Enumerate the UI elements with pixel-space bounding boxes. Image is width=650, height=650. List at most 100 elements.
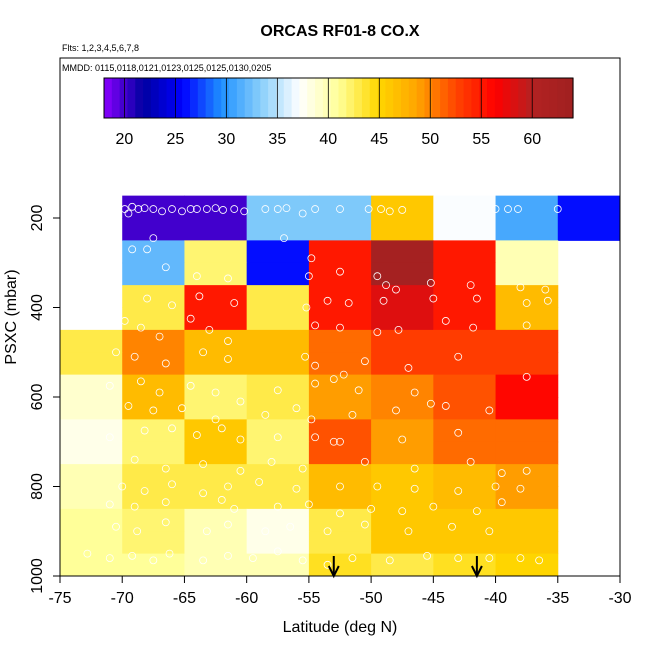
observation-point — [267, 457, 276, 466]
observation-point — [344, 299, 353, 307]
colorbar-segment — [369, 78, 379, 118]
colorbar-segment — [213, 78, 222, 118]
heatmap-cell — [371, 553, 434, 577]
x-tick-label: -35 — [546, 590, 569, 607]
heatmap-cell — [60, 441, 123, 465]
heatmap-cell — [371, 419, 434, 443]
heatmap-cell — [308, 240, 372, 264]
observation-point — [441, 402, 450, 410]
observation-point — [429, 502, 438, 511]
colorbar-segment — [205, 78, 215, 118]
observation-point — [514, 205, 522, 213]
observation-point — [105, 381, 114, 390]
observation-point — [149, 406, 158, 415]
observation-point — [168, 424, 176, 433]
heatmap-cell — [308, 307, 372, 331]
plot-frame — [59, 57, 621, 577]
colorbar-segment — [166, 78, 175, 118]
colorbar-segment — [150, 78, 160, 118]
observation-point — [516, 554, 525, 562]
x-tick-label: -70 — [111, 590, 134, 607]
observation-point — [404, 364, 413, 372]
observation-point — [553, 205, 562, 213]
observation-point — [301, 352, 310, 361]
colorbar-tick-label: 60 — [523, 131, 541, 148]
heatmap-cell — [308, 397, 372, 420]
heatmap-cell — [184, 329, 248, 353]
observation-point — [454, 554, 463, 562]
observation-point — [516, 283, 525, 292]
colorbar-segment — [189, 78, 199, 118]
colorbar-segment — [549, 78, 558, 118]
observation-point — [136, 377, 145, 386]
heatmap-cell — [495, 240, 559, 264]
heatmap-cell — [246, 397, 310, 420]
heatmap-cell — [122, 285, 185, 308]
observation-point — [491, 482, 500, 491]
heatmap-cell — [308, 285, 372, 308]
observation-point — [373, 272, 382, 281]
y-tick-label: 800 — [29, 473, 46, 500]
observation-point — [273, 502, 282, 511]
observation-point — [230, 504, 239, 513]
observation-point — [522, 466, 531, 475]
heatmap-cell — [246, 195, 310, 219]
observation-point — [202, 527, 211, 536]
observation-point — [348, 410, 357, 419]
observation-point — [329, 437, 338, 446]
heatmap-cell — [495, 195, 559, 219]
heatmap-cell — [495, 307, 559, 331]
observation-point — [143, 245, 152, 254]
observation-point — [504, 205, 512, 213]
observation-point — [377, 205, 385, 213]
heatmap-cell — [433, 486, 497, 510]
colorbar-segment — [330, 78, 340, 118]
observation-point — [211, 204, 220, 213]
observation-point — [236, 466, 245, 475]
heatmap-cell — [246, 419, 310, 443]
colorbar-segment — [111, 78, 121, 118]
observation-point — [354, 386, 363, 395]
observation-point — [195, 292, 204, 301]
observation-point — [105, 554, 114, 562]
heatmap-cell — [246, 486, 310, 510]
colorbar-segment — [401, 78, 410, 118]
observation-point — [298, 209, 307, 218]
colorbar-segment — [158, 78, 168, 118]
heatmap-cell — [60, 397, 123, 420]
heatmap-cell — [433, 374, 497, 398]
observation-point — [307, 254, 316, 263]
colorbar-segment — [479, 78, 488, 118]
heatmap-cell — [371, 464, 434, 487]
colorbar — [103, 77, 574, 119]
heatmap-cell — [308, 262, 372, 286]
observation-point — [161, 518, 170, 527]
observation-point — [219, 206, 227, 214]
observation-point — [255, 478, 264, 486]
heatmap-cell — [371, 352, 434, 376]
colorbar-tick-label: 35 — [268, 131, 286, 148]
observation-point — [485, 406, 494, 415]
x-tick-label: -45 — [422, 590, 445, 607]
heatmap-cell — [371, 441, 434, 465]
colorbar-segment — [487, 78, 496, 118]
x-tick-label: -75 — [48, 590, 71, 607]
colorbar-segment — [440, 78, 449, 118]
x-tick-label: -40 — [484, 590, 507, 607]
x-tick-label: -30 — [608, 590, 631, 607]
heatmap-cell — [122, 553, 185, 577]
observation-point — [211, 388, 220, 397]
observation-point — [385, 556, 394, 565]
observation-point — [385, 207, 394, 216]
observation-point — [336, 482, 344, 491]
heatmap-cell — [60, 553, 123, 577]
colorbar-segment — [526, 78, 535, 118]
heatmap-cell — [184, 508, 248, 532]
observation-point — [124, 402, 133, 410]
colorbar-segment — [408, 78, 418, 118]
colorbar-segment — [541, 78, 551, 118]
heatmap-cell — [184, 218, 248, 241]
observation-point — [224, 482, 232, 491]
colorbar-segment — [268, 78, 277, 118]
observation-point — [118, 482, 127, 491]
